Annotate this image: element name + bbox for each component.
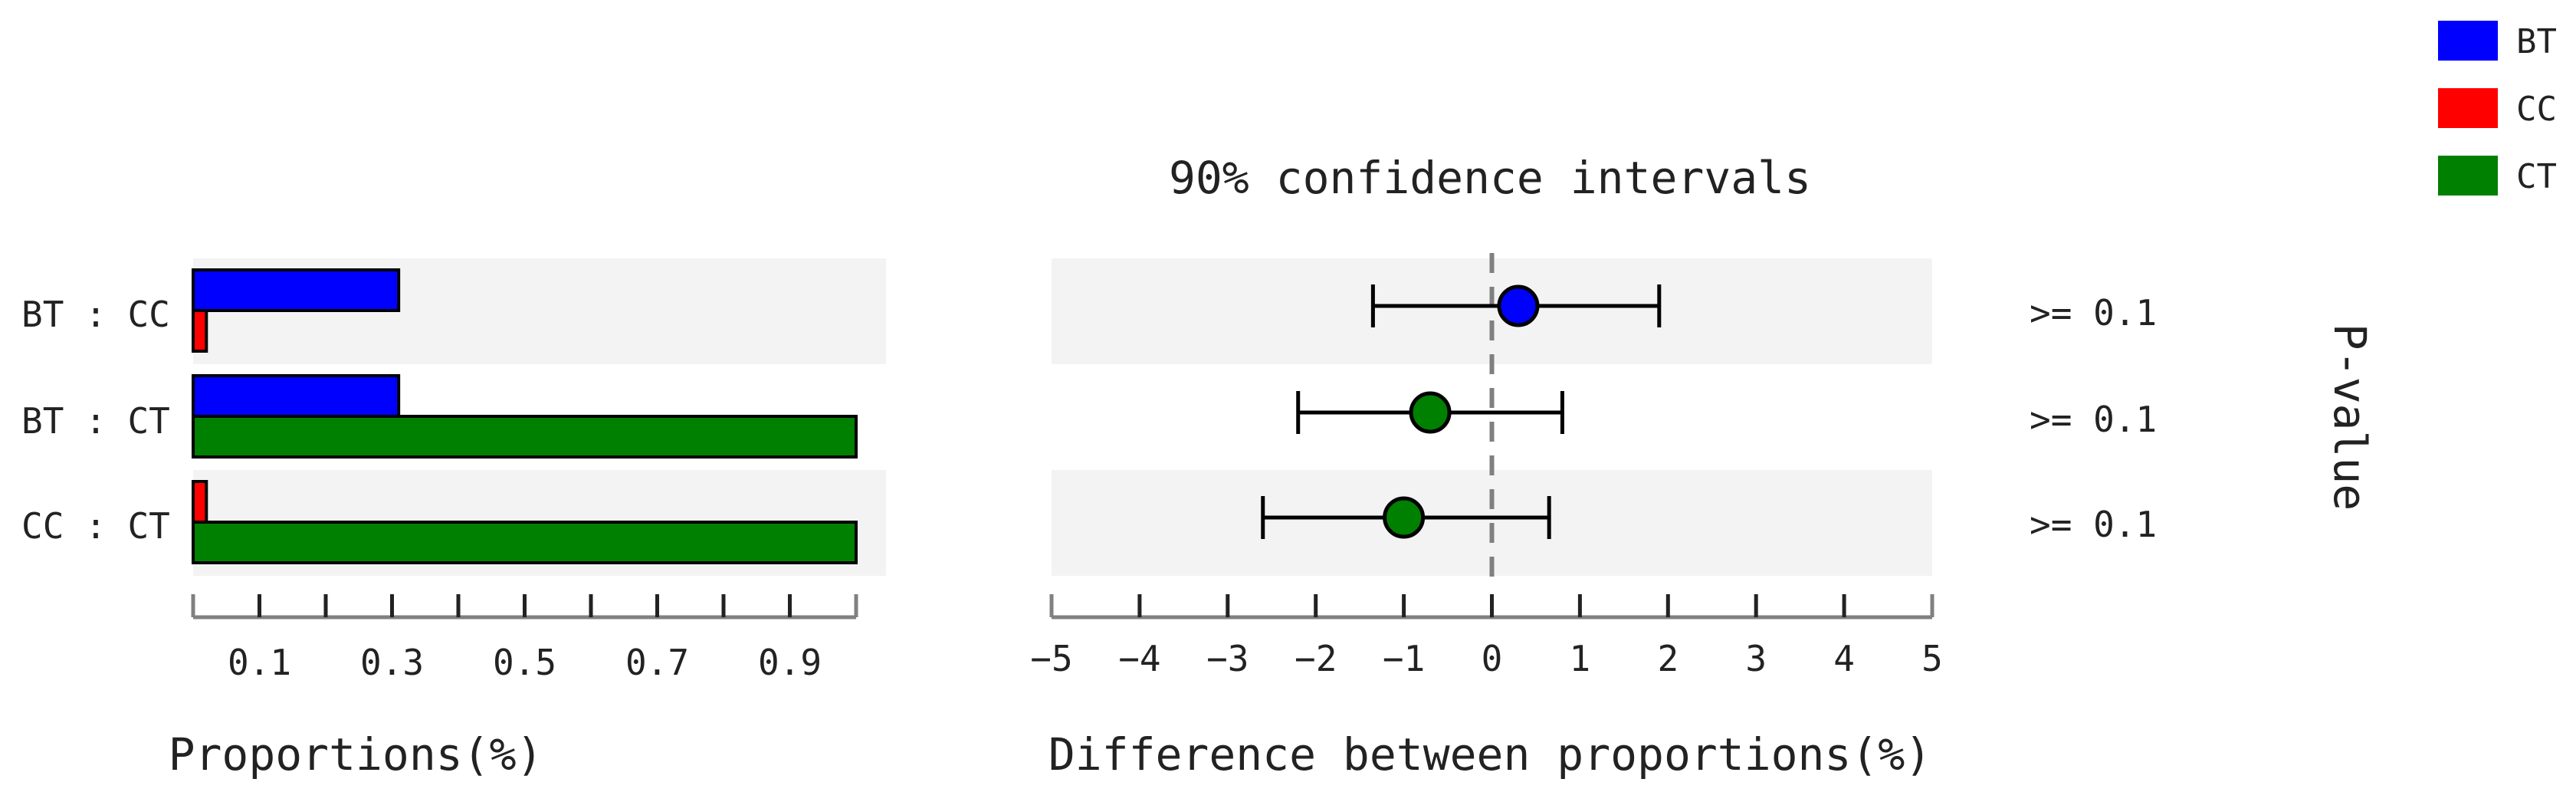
tick-label: −3 <box>1206 638 1249 679</box>
proportions-x-axis: 0.1 0.3 0.5 0.7 0.9 <box>191 594 858 683</box>
ci-point <box>1409 391 1452 434</box>
ci-mark <box>1261 496 1551 539</box>
legend-swatch-bt <box>2438 21 2498 61</box>
tick-label: 3 <box>1745 638 1767 679</box>
tick-label: 0.1 <box>228 642 291 683</box>
legend: BT CC CT <box>2438 21 2557 196</box>
bar-ct <box>192 415 858 459</box>
difference-x-axis-label: Difference between proportions(%) <box>1048 728 1931 781</box>
bar-bt <box>192 374 401 418</box>
ci-point <box>1383 496 1426 539</box>
p-value: >= 0.1 <box>2030 399 2157 440</box>
difference-x-axis: −5 −4 −3 −2 −1 0 1 2 3 4 5 <box>1030 594 1943 679</box>
tick-label: 4 <box>1833 638 1855 679</box>
ci-mark <box>1296 391 1564 434</box>
bar-cc <box>192 309 208 353</box>
p-value-labels: >= 0.1 >= 0.1 >= 0.1 <box>2030 292 2157 545</box>
p-value: >= 0.1 <box>2030 292 2157 334</box>
tick-label: 0.9 <box>758 642 822 683</box>
tick-label: −1 <box>1383 638 1425 679</box>
tick-label: 1 <box>1570 638 1591 679</box>
tick-label: −2 <box>1295 638 1337 679</box>
tick-label: 0.3 <box>360 642 424 683</box>
tick-label: 0.5 <box>493 642 556 683</box>
bar-bt <box>192 268 401 312</box>
ci-point <box>1497 284 1540 327</box>
tick-label: 0.7 <box>625 642 689 683</box>
p-value: >= 0.1 <box>2030 504 2157 545</box>
tick-label: −5 <box>1030 638 1072 679</box>
legend-swatch-ct <box>2438 156 2498 196</box>
legend-label: BT <box>2516 22 2557 61</box>
confidence-interval-panel: 90% confidence intervals −5 −4 −3 −2 −1 0 1 2 3 4… <box>1030 152 2376 781</box>
tick-label: 5 <box>1921 638 1943 679</box>
ci-marks <box>1261 284 1662 539</box>
p-value-axis-label: P-value <box>2324 324 2376 511</box>
tick-label: 0 <box>1482 638 1503 679</box>
proportions-panel: BT : CC BT : CT CC : CT 0.1 0.3 0.5 0.7 0.9 Pr… <box>21 258 886 781</box>
bar-cc <box>192 480 208 524</box>
legend-label: CC <box>2516 90 2557 129</box>
row-label: BT : CC <box>21 294 170 335</box>
tick-label: −4 <box>1118 638 1160 679</box>
row-label: BT : CT <box>21 400 170 442</box>
row-labels: BT : CC BT : CT CC : CT <box>21 294 170 547</box>
proportions-x-axis-label: Proportions(%) <box>169 728 543 781</box>
row-label: CC : CT <box>21 505 170 547</box>
legend-swatch-cc <box>2438 88 2498 128</box>
ci-mark <box>1370 284 1662 327</box>
bar-ct <box>192 521 858 564</box>
proportion-bars <box>192 268 858 564</box>
tick-label: 2 <box>1657 638 1679 679</box>
legend-label: CT <box>2516 157 2557 196</box>
ci-row-band <box>1052 258 1932 364</box>
ci-title: 90% confidence intervals <box>1169 152 1811 204</box>
